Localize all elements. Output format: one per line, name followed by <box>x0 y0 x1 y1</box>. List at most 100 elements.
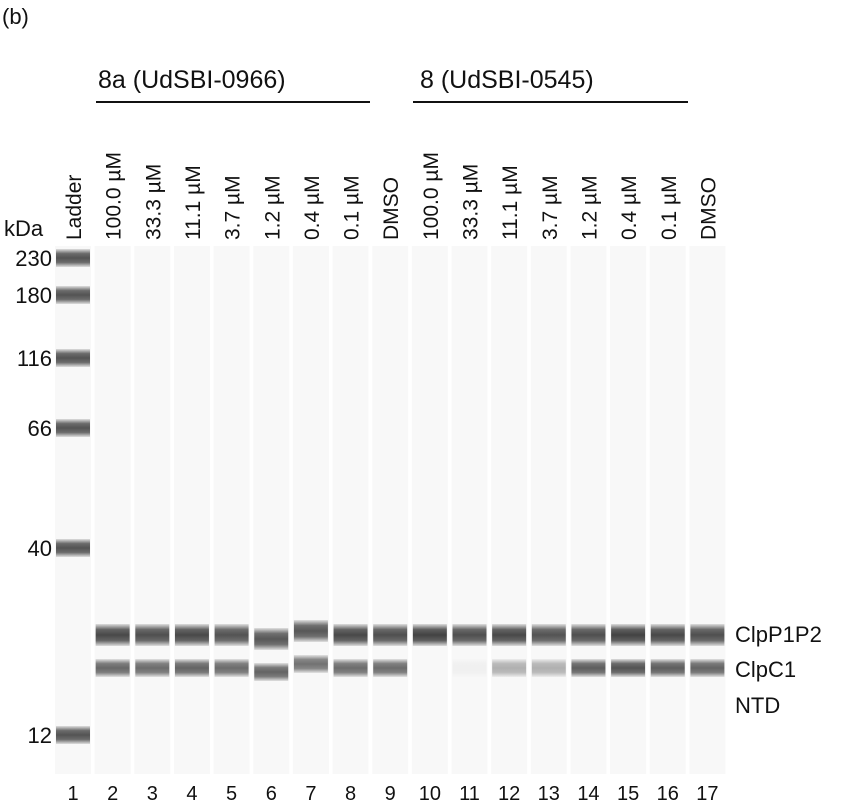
lane-number: 8 <box>345 783 356 805</box>
lane-label: 11.1 µM <box>499 165 522 240</box>
band-clpp1p2 <box>571 624 606 646</box>
lane-16 <box>649 246 686 774</box>
ladder-band-180 <box>56 286 90 304</box>
band-clpp1p2 <box>254 628 289 650</box>
lane-15 <box>610 246 647 774</box>
lane-number: 14 <box>577 783 599 805</box>
lane-12 <box>491 246 528 774</box>
lane-number: 17 <box>696 783 718 805</box>
band-clpp1p2 <box>293 620 328 642</box>
lane-number: 2 <box>107 783 118 805</box>
marker-label-40: 40 <box>28 536 52 561</box>
lane-14 <box>570 246 607 774</box>
lane-label: DMSO <box>380 177 403 240</box>
lane-label: 33.3 µM <box>142 164 165 240</box>
lane-6 <box>253 246 290 774</box>
lane-number: 5 <box>226 783 237 805</box>
lane-8 <box>332 246 369 774</box>
band-label-clpc1: ClpC1 <box>735 657 796 682</box>
lane-label: Ladder <box>63 175 86 240</box>
band-clpc1 <box>373 659 408 677</box>
lane-label: 0.4 µM <box>618 175 641 240</box>
ladder-band-40 <box>56 539 90 557</box>
lane-label: 0.1 µM <box>658 175 681 240</box>
band-clpp1p2 <box>333 624 368 646</box>
band-clpc1 <box>531 659 566 677</box>
lane-3 <box>134 246 171 774</box>
lane-number: 9 <box>385 783 396 805</box>
band-clpp1p2 <box>214 624 249 646</box>
marker-label-180: 180 <box>15 283 52 308</box>
ladder-band-66 <box>56 419 90 437</box>
lane-label: 3.7 µM <box>222 175 245 240</box>
band-clpp1p2 <box>611 624 646 646</box>
lane-1 <box>55 246 91 774</box>
marker-label-230: 230 <box>15 246 52 271</box>
band-clpp1p2 <box>690 624 725 646</box>
band-label-ntd: NTD <box>735 693 780 718</box>
lane-label: 0.1 µM <box>341 175 364 240</box>
lane-label: 11.1 µM <box>182 165 205 240</box>
band-clpc1 <box>333 659 368 677</box>
lane-label: 100.0 µM <box>420 152 443 240</box>
lane-label: 100.0 µM <box>103 152 126 240</box>
kda-unit-label: kDa <box>4 216 44 241</box>
band-clpc1 <box>690 659 725 677</box>
lane-5 <box>213 246 250 774</box>
band-clpp1p2 <box>492 624 527 646</box>
group-label-8a: 8a (UdSBI-0966) <box>98 66 286 94</box>
lane-number: 7 <box>305 783 316 805</box>
lane-number: 1 <box>67 783 78 805</box>
lane-number: 4 <box>186 783 197 805</box>
band-clpp1p2 <box>373 624 408 646</box>
lane-number: 12 <box>498 783 520 805</box>
lane-2 <box>94 246 131 774</box>
band-clpp1p2 <box>531 624 566 646</box>
ladder-band-12 <box>56 726 90 744</box>
lane-7 <box>292 246 329 774</box>
lane-9 <box>372 246 409 774</box>
panel-label: (b) <box>2 4 29 29</box>
band-label-clpp1p2: ClpP1P2 <box>735 622 822 647</box>
lane-label: 1.2 µM <box>261 175 284 240</box>
lane-11 <box>451 246 488 774</box>
lane-number: 13 <box>538 783 560 805</box>
lane-number: 15 <box>617 783 639 805</box>
band-clpc1 <box>452 659 487 677</box>
lane-label: 0.4 µM <box>301 175 324 240</box>
band-clpc1 <box>492 659 527 677</box>
marker-label-116: 116 <box>17 346 52 371</box>
lane-number: 10 <box>419 783 441 805</box>
group-label-8: 8 (UdSBI-0545) <box>420 66 594 94</box>
lane-number: 16 <box>657 783 679 805</box>
marker-label-12: 12 <box>28 723 52 748</box>
band-clpc1 <box>174 659 209 677</box>
lane-number: 11 <box>459 783 480 805</box>
lane-4 <box>173 246 210 774</box>
band-clpc1 <box>293 655 328 673</box>
band-clpp1p2 <box>174 624 209 646</box>
band-clpp1p2 <box>95 624 130 646</box>
band-clpc1 <box>611 659 646 677</box>
band-clpc1 <box>571 659 606 677</box>
band-clpp1p2 <box>650 624 685 646</box>
band-clpc1 <box>254 663 289 681</box>
lane-number: 3 <box>147 783 158 805</box>
lane-13 <box>530 246 567 774</box>
band-clpc1 <box>135 659 170 677</box>
lane-label: 1.2 µM <box>578 175 601 240</box>
band-clpp1p2 <box>452 624 487 646</box>
lane-number: 6 <box>266 783 277 805</box>
ladder-band-116 <box>56 349 90 367</box>
lane-label: DMSO <box>697 177 720 240</box>
ladder-band-230 <box>56 249 90 267</box>
lane-17 <box>689 246 726 774</box>
lane-label: 3.7 µM <box>539 175 562 240</box>
band-clpp1p2 <box>135 624 170 646</box>
band-clpc1 <box>95 659 130 677</box>
band-clpc1 <box>650 659 685 677</box>
lane-label: 33.3 µM <box>460 164 483 240</box>
band-clpc1 <box>214 659 249 677</box>
